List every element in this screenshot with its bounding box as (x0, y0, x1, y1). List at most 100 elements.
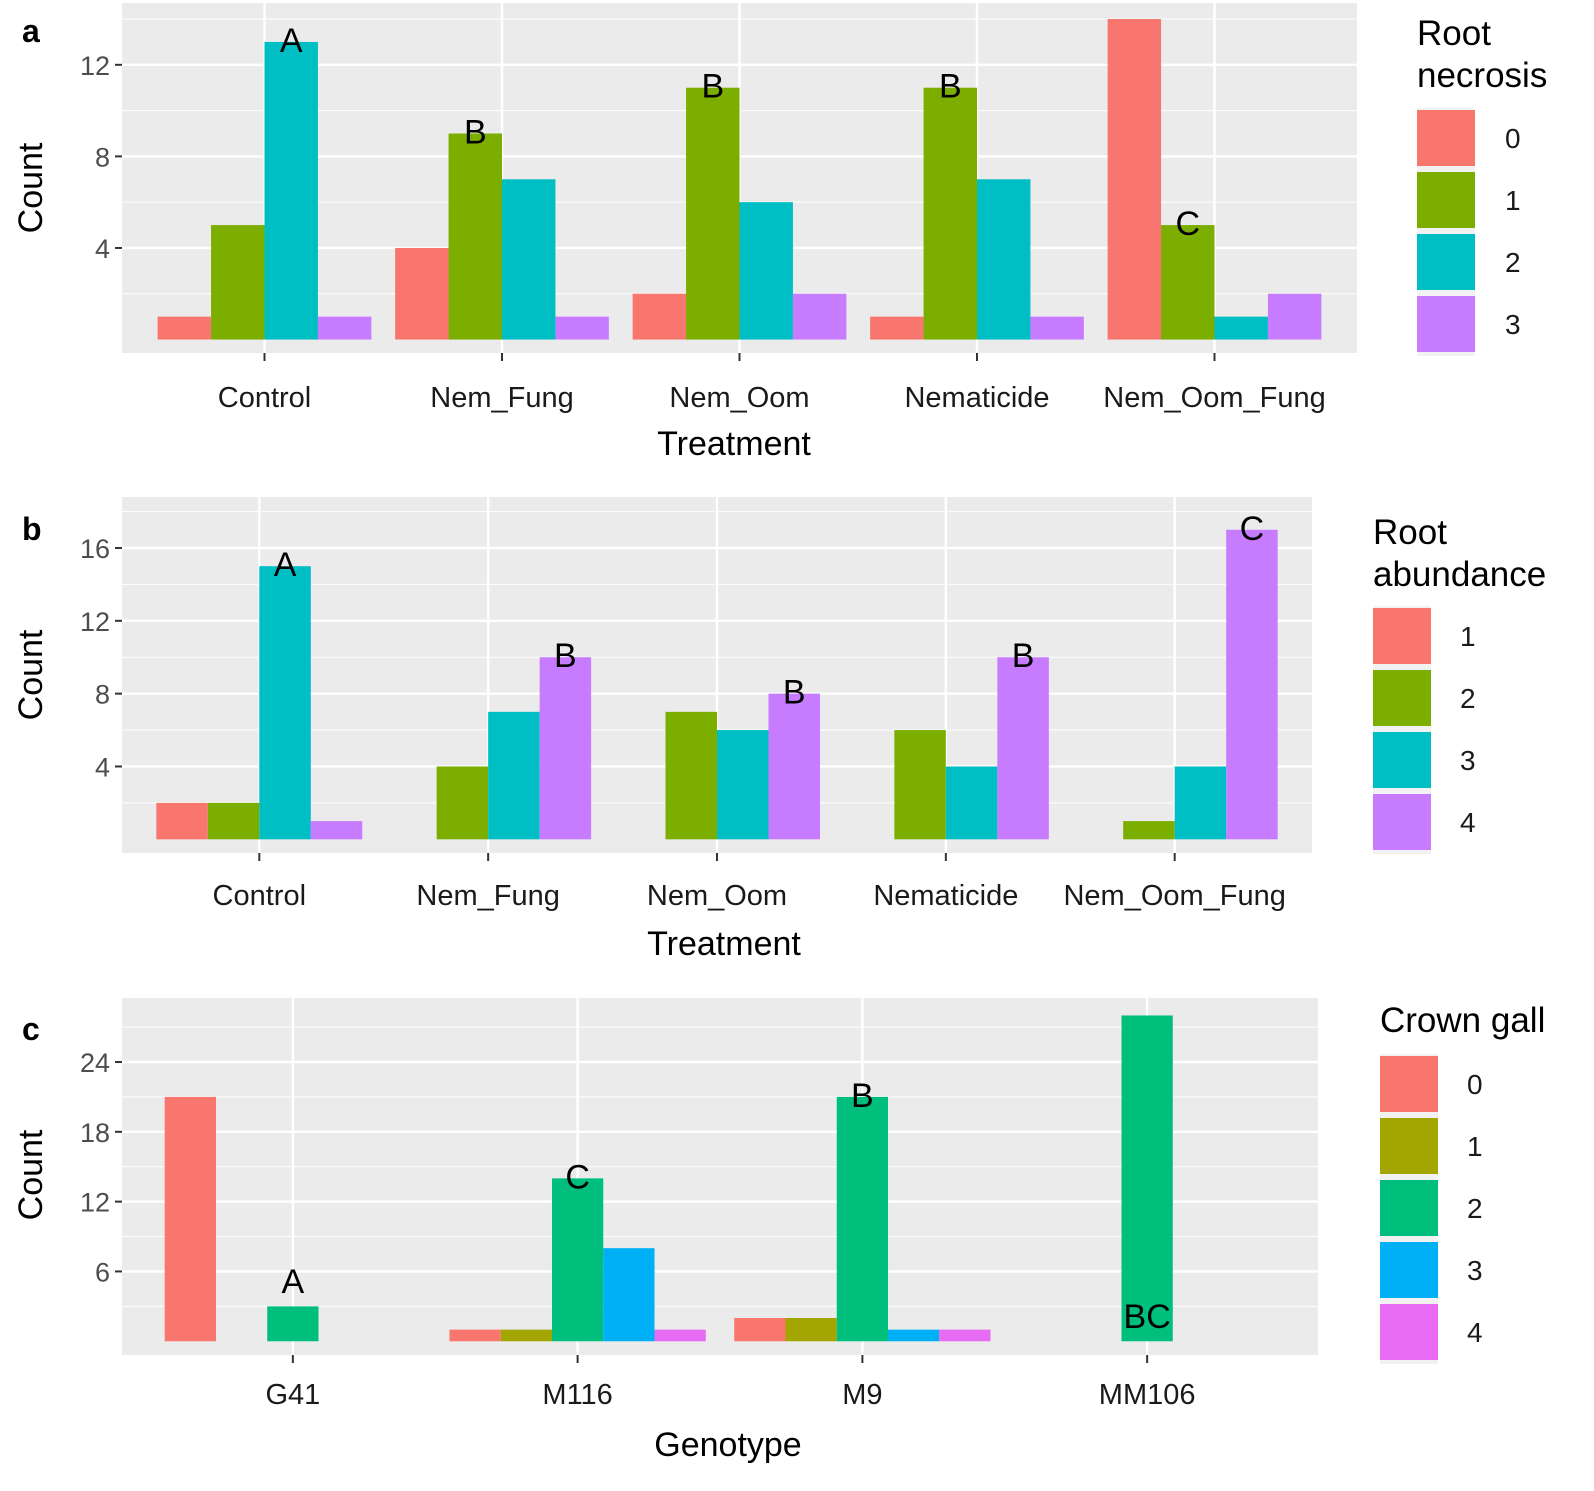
significance-letter: B (783, 674, 806, 712)
bar-Nematicide-4 (997, 657, 1049, 840)
bar-Nem_Oom-3 (792, 293, 847, 340)
bar-Nem_Oom-0 (632, 293, 687, 340)
significance-letter: B (554, 637, 577, 675)
bar-Control-1 (156, 802, 208, 840)
bar-Nematicide-3 (1030, 316, 1084, 340)
significance-letter: B (1012, 637, 1035, 675)
bar-Nem_Oom_Fung-3 (1267, 293, 1322, 340)
y-tick-label: 18 (80, 1118, 110, 1148)
legend-label: 0 (1505, 123, 1521, 154)
bar-Nem_Oom_Fung-0 (1107, 19, 1162, 340)
legend-title: abundance (1373, 555, 1546, 594)
bar-M9-0 (734, 1317, 786, 1342)
bar-Nematicide-3 (945, 766, 998, 840)
bar-Nem_Oom-4 (768, 693, 820, 840)
y-axis-title: Count (12, 629, 50, 720)
bar-Control-0 (157, 316, 212, 340)
legend-title: necrosis (1417, 56, 1547, 95)
significance-letter: A (280, 22, 303, 60)
legend-title: Root (1373, 513, 1447, 552)
significance-letter: A (282, 1263, 305, 1301)
bar-Control-2 (207, 802, 260, 840)
y-tick-label: 4 (95, 234, 110, 264)
x-tick-label: Control (218, 382, 312, 414)
legend-key-1 (1417, 172, 1475, 228)
bar-Nematicide-2 (894, 730, 946, 840)
bar-Control-4 (310, 821, 363, 840)
bar-Nem_Fung-2 (436, 766, 489, 840)
bar-Control-3 (317, 316, 372, 340)
bar-Nem_Oom-1 (686, 87, 740, 340)
bar-Control-3 (259, 566, 311, 840)
bar-Nem_Fung-3 (488, 711, 540, 840)
legend-label: 2 (1467, 1193, 1483, 1224)
legend-label: 4 (1460, 807, 1476, 838)
legend-key-3 (1417, 296, 1475, 352)
significance-letter: BC (1124, 1298, 1171, 1336)
x-tick-label: M116 (542, 1379, 612, 1411)
legend-key-2 (1373, 670, 1431, 726)
legend-key-3 (1380, 1242, 1438, 1298)
bar-G41-0 (164, 1096, 216, 1342)
significance-letter: C (565, 1158, 590, 1196)
bar-M116-0 (449, 1329, 501, 1342)
plot-background (122, 998, 1318, 1355)
legend-key-2 (1417, 234, 1475, 290)
x-tick-label: MM106 (1099, 1379, 1196, 1411)
x-tick-label: Nematicide (873, 880, 1018, 912)
bar-Nem_Oom-2 (665, 711, 717, 840)
bar-M116-4 (654, 1329, 706, 1342)
legend-label: 1 (1505, 185, 1521, 216)
y-tick-label: 8 (95, 680, 110, 710)
bar-Control-1 (211, 225, 265, 340)
bar-M9-2 (836, 1096, 889, 1342)
legend-label: 3 (1460, 745, 1476, 776)
bar-Nem_Oom_Fung-2 (1123, 821, 1175, 840)
x-axis-title: Treatment (657, 425, 811, 463)
bar-M9-3 (888, 1329, 940, 1342)
significance-letter: B (851, 1077, 874, 1115)
significance-letter: C (1240, 510, 1265, 548)
legend-key-0 (1417, 110, 1475, 166)
x-tick-label: Nem_Oom (669, 382, 809, 414)
bar-MM106-2 (1121, 1015, 1173, 1342)
panel-label: b (22, 511, 42, 547)
bar-M116-3 (603, 1248, 655, 1342)
bar-M9-1 (785, 1317, 837, 1342)
significance-letter: B (939, 68, 962, 106)
bar-Nem_Fung-0 (395, 247, 449, 340)
legend-label: 3 (1467, 1255, 1483, 1286)
x-tick-label: Nem_Oom (647, 880, 787, 912)
significance-letter: A (274, 546, 297, 584)
legend-key-4 (1373, 794, 1431, 850)
legend-label: 0 (1467, 1069, 1483, 1100)
y-tick-label: 6 (95, 1257, 110, 1287)
x-tick-label: Nem_Fung (416, 880, 559, 912)
bar-M9-4 (939, 1329, 991, 1342)
bar-G41-2 (267, 1306, 319, 1342)
y-axis-title: Count (12, 1129, 50, 1220)
significance-letter: B (464, 113, 487, 151)
legend-label: 2 (1505, 247, 1521, 278)
bar-M116-1 (500, 1329, 552, 1342)
legend-key-1 (1380, 1118, 1438, 1174)
legend-title: Crown gall (1380, 1001, 1545, 1040)
y-axis-title: Count (12, 142, 50, 233)
bar-Nematicide-0 (870, 316, 924, 340)
bar-M116-2 (551, 1178, 604, 1342)
legend-key-0 (1380, 1056, 1438, 1112)
bar-Nem_Oom-3 (717, 730, 769, 840)
legend-label: 1 (1460, 621, 1476, 652)
x-tick-label: Control (213, 880, 307, 912)
x-axis-title: Treatment (647, 925, 801, 963)
bar-Nem_Oom_Fung-3 (1174, 766, 1227, 840)
bar-Nematicide-2 (977, 179, 1031, 340)
bar-Nem_Oom_Fung-1 (1161, 225, 1215, 340)
legend-key-1 (1373, 608, 1431, 664)
legend: Crown gall 0 1 2 3 4 (1380, 1001, 1545, 1364)
